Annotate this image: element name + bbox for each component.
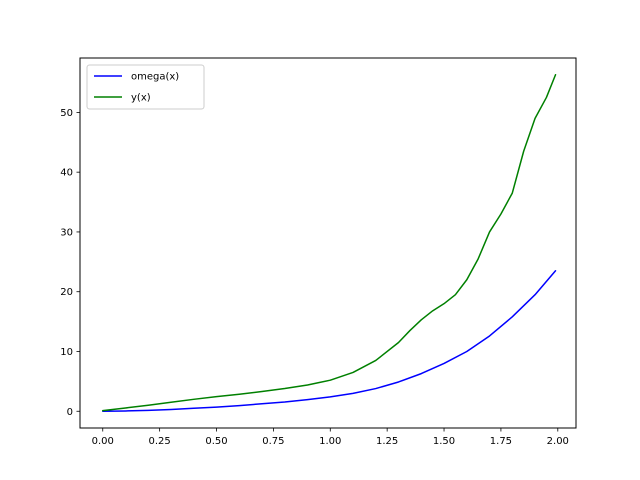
x-tick-label: 0.25 xyxy=(149,436,171,447)
y-tick-label: 20 xyxy=(60,287,73,298)
x-tick-label: 0.50 xyxy=(205,436,227,447)
x-tick-label: 1.75 xyxy=(490,436,512,447)
legend-label: omega(x) xyxy=(131,72,179,83)
y-tick-label: 0 xyxy=(67,407,73,418)
legend-label: y(x) xyxy=(131,93,151,104)
y-tick-label: 50 xyxy=(60,108,73,119)
series-line-omega xyxy=(102,270,557,413)
y-tick-label: 10 xyxy=(60,347,73,358)
series-line-y xyxy=(102,73,557,412)
x-tick-label: 1.50 xyxy=(433,436,455,447)
x-tick-label: 0.00 xyxy=(92,436,114,447)
y-axis: 0 10 20 30 40 50 xyxy=(60,108,80,418)
y-tick-label: 40 xyxy=(60,168,73,179)
y-tick-label: 30 xyxy=(60,227,73,238)
x-tick-label: 1.25 xyxy=(376,436,398,447)
series-layer xyxy=(102,73,557,413)
legend: omega(x) y(x) xyxy=(86,64,205,110)
x-tick-label: 0.75 xyxy=(262,436,284,447)
plot-frame xyxy=(79,57,577,429)
x-tick-label: 2.00 xyxy=(547,436,569,447)
x-tick-label: 1.00 xyxy=(319,436,341,447)
x-axis: 0.00 0.25 0.50 0.75 1.00 1.25 1.50 1.75 2.00 xyxy=(92,428,569,447)
